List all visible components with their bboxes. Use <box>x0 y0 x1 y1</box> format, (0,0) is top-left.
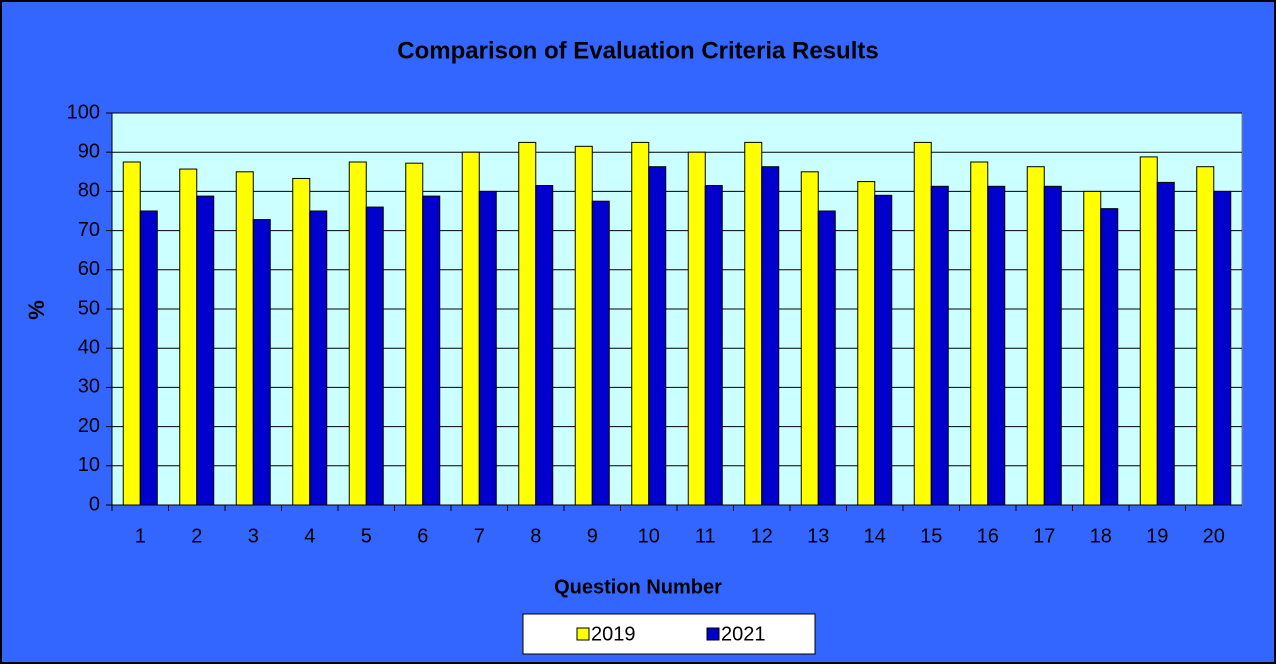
bar <box>179 168 198 506</box>
x-tick-label: 1 <box>135 525 146 547</box>
y-tick-label: 30 <box>78 376 100 398</box>
x-tick-label: 3 <box>248 525 259 547</box>
y-tick-label: 80 <box>78 180 100 202</box>
bar <box>1100 208 1119 506</box>
x-tick-label: 12 <box>751 525 773 547</box>
bar <box>930 185 949 506</box>
x-tick-label: 13 <box>807 525 829 547</box>
bar <box>122 161 141 506</box>
bar <box>817 210 836 506</box>
bar <box>518 141 537 506</box>
x-tick-label: 16 <box>977 525 999 547</box>
x-tick-label: 14 <box>864 525 886 547</box>
y-tick-label: 20 <box>78 415 100 437</box>
bar <box>857 181 876 506</box>
legend-swatch <box>576 627 590 641</box>
y-tick-label: 70 <box>78 219 100 241</box>
bar <box>478 190 497 506</box>
bar <box>1026 166 1045 506</box>
bar <box>365 206 384 506</box>
bar <box>1083 190 1102 506</box>
legend-label: 2019 <box>591 623 636 645</box>
bar <box>761 166 780 506</box>
y-tick-label: 50 <box>78 297 100 319</box>
chart-title: Comparison of Evaluation Criteria Result… <box>397 37 878 64</box>
bar <box>704 185 723 506</box>
bar <box>1196 166 1215 506</box>
bar <box>1213 190 1232 506</box>
x-tick-label: 18 <box>1090 525 1112 547</box>
bar <box>800 171 819 506</box>
y-tick-label: 100 <box>67 101 100 123</box>
x-tick-label: 7 <box>474 525 485 547</box>
legend-swatch <box>706 627 720 641</box>
y-tick-label: 0 <box>89 493 100 515</box>
x-tick-label: 17 <box>1033 525 1055 547</box>
y-tick-label: 90 <box>78 140 100 162</box>
bar <box>591 200 610 506</box>
y-axis-title: % <box>24 300 49 320</box>
bar <box>461 151 480 506</box>
x-axis-title: Question Number <box>554 576 722 598</box>
bar <box>535 185 554 506</box>
bar <box>235 171 254 506</box>
x-tick-label: 6 <box>417 525 428 547</box>
bar <box>252 219 271 506</box>
y-tick-label: 60 <box>78 258 100 280</box>
bar <box>913 141 932 506</box>
bar <box>405 162 424 506</box>
x-tick-label: 10 <box>638 525 660 547</box>
x-tick-label: 4 <box>304 525 315 547</box>
x-tick-label: 19 <box>1146 525 1168 547</box>
legend <box>522 613 816 655</box>
bar <box>422 195 441 506</box>
bar <box>1139 156 1158 506</box>
bar <box>687 151 706 506</box>
bar <box>987 185 1006 506</box>
x-tick-label: 2 <box>191 525 202 547</box>
bar <box>348 161 367 506</box>
legend-label: 2021 <box>721 623 766 645</box>
x-tick-label: 15 <box>920 525 942 547</box>
y-tick-label: 10 <box>78 454 100 476</box>
x-tick-label: 8 <box>530 525 541 547</box>
bar <box>1156 181 1175 506</box>
bar <box>1043 185 1062 506</box>
bar <box>970 161 989 506</box>
bar <box>648 166 667 506</box>
y-tick-label: 40 <box>78 336 100 358</box>
x-tick-label: 20 <box>1203 525 1225 547</box>
bar <box>196 195 215 506</box>
bar <box>874 194 893 506</box>
x-tick-label: 5 <box>361 525 372 547</box>
bar <box>631 141 650 506</box>
x-tick-label: 9 <box>587 525 598 547</box>
bar <box>574 145 593 506</box>
x-tick-label: 11 <box>695 525 716 547</box>
bar <box>139 210 158 506</box>
bar <box>292 177 311 506</box>
bar <box>744 141 763 506</box>
bar <box>309 210 328 506</box>
